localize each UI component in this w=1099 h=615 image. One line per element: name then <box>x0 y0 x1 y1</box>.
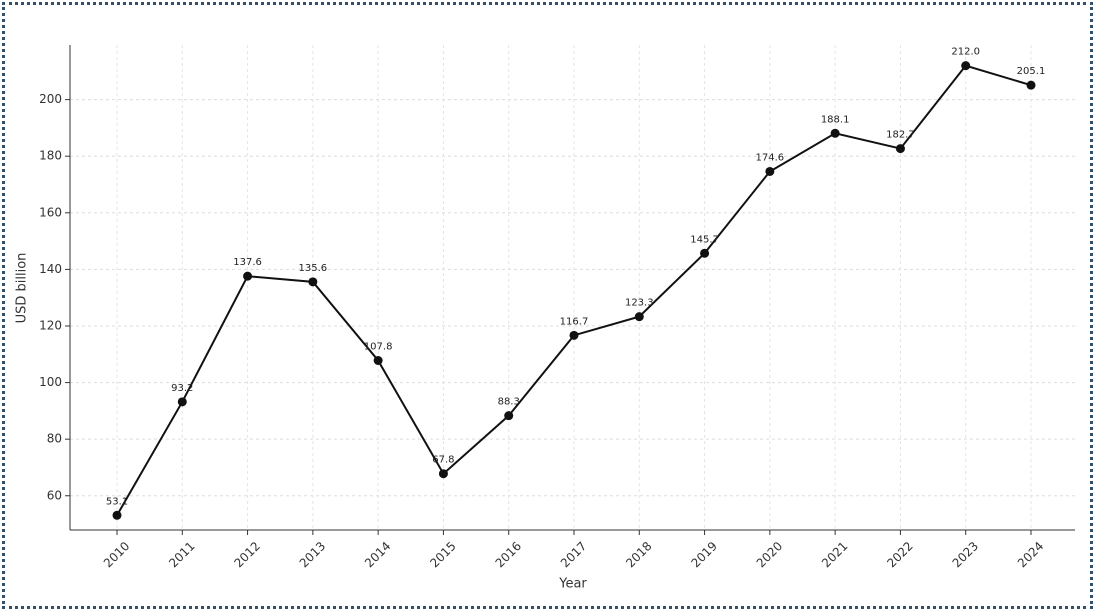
point <box>961 61 971 71</box>
point <box>438 469 448 479</box>
y-axis-title: USD billion <box>15 253 30 324</box>
x-tick-label: 2019 <box>688 539 719 570</box>
x-tick-label: 2020 <box>754 539 785 570</box>
value-label: 116.7 <box>560 316 589 327</box>
y-tick-label: 180 <box>39 149 62 163</box>
value-label: 212.0 <box>951 47 980 58</box>
value-label: 107.8 <box>364 342 393 353</box>
x-tick-label: 2022 <box>884 539 915 570</box>
y-tick-label: 140 <box>39 262 62 276</box>
value-label: 188.1 <box>821 114 850 125</box>
frame <box>2 2 1093 609</box>
value-label: 88.3 <box>498 397 520 408</box>
x-tick-label: 2021 <box>819 539 850 570</box>
point <box>895 144 905 154</box>
point <box>112 510 122 520</box>
value-label: 135.6 <box>299 263 328 274</box>
value-label: 137.6 <box>233 257 262 268</box>
x-tick-label: 2018 <box>623 539 654 570</box>
point <box>373 356 383 366</box>
point <box>308 277 318 287</box>
point <box>830 128 840 138</box>
y-tick-label: 100 <box>39 375 62 389</box>
y-tick-label: 60 <box>47 488 62 502</box>
y-tick-label: 200 <box>39 92 62 106</box>
point <box>177 397 187 407</box>
x-tick-label: 2011 <box>166 539 197 570</box>
value-label: 174.6 <box>756 152 785 163</box>
value-label: 123.3 <box>625 298 654 309</box>
y-tick-label: 120 <box>39 318 62 332</box>
x-axis-title: Year <box>558 577 587 592</box>
point <box>634 312 644 322</box>
x-tick-label: 2016 <box>493 539 524 570</box>
value-label: 53.1 <box>106 496 128 507</box>
point <box>569 330 579 340</box>
point <box>765 166 775 176</box>
point <box>504 411 514 421</box>
value-label: 67.8 <box>432 455 454 466</box>
x-tick-label: 2014 <box>362 539 393 570</box>
point <box>700 248 710 258</box>
value-label: 205.1 <box>1017 66 1046 77</box>
point <box>1026 80 1036 90</box>
x-tick-label: 2017 <box>558 539 589 570</box>
x-tick-label: 2024 <box>1015 539 1046 570</box>
y-tick-label: 160 <box>39 205 62 219</box>
value-label: 182.7 <box>886 130 915 141</box>
value-label: 93.2 <box>171 383 193 394</box>
x-tick-label: 2013 <box>297 539 328 570</box>
x-tick-label: 2012 <box>231 539 262 570</box>
value-label: 145.7 <box>690 234 719 245</box>
x-tick-label: 2015 <box>427 539 458 570</box>
x-tick-label: 2023 <box>950 539 981 570</box>
point <box>243 271 253 281</box>
y-tick-label: 80 <box>47 432 62 446</box>
x-tick-label: 2010 <box>101 539 132 570</box>
